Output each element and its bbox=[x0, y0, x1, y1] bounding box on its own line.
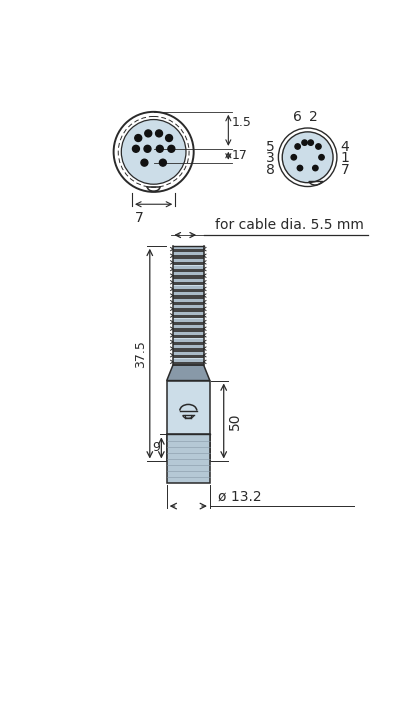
Bar bbox=[173, 302, 204, 305]
Bar bbox=[173, 325, 204, 328]
Circle shape bbox=[295, 144, 300, 149]
Circle shape bbox=[160, 159, 166, 166]
Bar bbox=[173, 319, 204, 322]
Text: 37.5: 37.5 bbox=[134, 340, 147, 367]
Text: ø 13.2: ø 13.2 bbox=[218, 490, 261, 504]
Circle shape bbox=[145, 130, 152, 137]
Bar bbox=[173, 289, 204, 292]
Text: 4: 4 bbox=[341, 140, 349, 154]
Bar bbox=[173, 295, 204, 299]
Bar bbox=[173, 252, 204, 255]
Circle shape bbox=[291, 155, 297, 160]
Bar bbox=[173, 275, 204, 278]
Text: 6: 6 bbox=[294, 110, 302, 124]
Circle shape bbox=[312, 165, 318, 171]
Circle shape bbox=[165, 135, 173, 142]
Bar bbox=[173, 348, 204, 352]
Bar bbox=[173, 292, 204, 295]
Bar bbox=[173, 358, 204, 362]
Text: 1.5: 1.5 bbox=[231, 116, 251, 129]
Bar bbox=[173, 315, 204, 318]
Bar bbox=[173, 273, 204, 275]
Bar bbox=[173, 266, 204, 268]
Circle shape bbox=[144, 145, 151, 152]
Text: 7: 7 bbox=[341, 163, 349, 177]
Circle shape bbox=[168, 145, 175, 152]
Circle shape bbox=[156, 145, 163, 152]
Polygon shape bbox=[167, 365, 210, 381]
Circle shape bbox=[121, 120, 186, 184]
Circle shape bbox=[135, 135, 142, 142]
Bar bbox=[173, 328, 204, 332]
Bar bbox=[173, 306, 204, 308]
Bar bbox=[173, 282, 204, 285]
Circle shape bbox=[316, 144, 321, 149]
Text: for cable dia. 5.5 mm: for cable dia. 5.5 mm bbox=[215, 218, 364, 232]
Bar bbox=[173, 308, 204, 312]
Bar bbox=[173, 312, 204, 315]
Text: 9: 9 bbox=[153, 442, 160, 454]
Circle shape bbox=[308, 140, 313, 145]
Bar bbox=[173, 285, 204, 289]
Text: 17: 17 bbox=[231, 149, 247, 162]
Bar bbox=[173, 322, 204, 325]
Bar bbox=[173, 352, 204, 355]
Bar bbox=[173, 259, 204, 262]
Bar bbox=[173, 249, 204, 252]
Text: 5: 5 bbox=[266, 140, 275, 154]
Circle shape bbox=[282, 132, 333, 183]
Text: 3: 3 bbox=[266, 151, 275, 165]
Bar bbox=[173, 341, 204, 345]
Bar bbox=[173, 362, 204, 365]
Bar bbox=[173, 279, 204, 282]
Circle shape bbox=[141, 159, 148, 166]
Bar bbox=[173, 355, 204, 358]
Text: 50: 50 bbox=[228, 412, 241, 430]
Circle shape bbox=[302, 140, 307, 145]
Text: 7: 7 bbox=[134, 211, 143, 225]
Bar bbox=[173, 339, 204, 341]
Text: 8: 8 bbox=[266, 163, 275, 177]
Bar bbox=[173, 335, 204, 339]
Circle shape bbox=[297, 165, 303, 171]
Circle shape bbox=[319, 155, 324, 160]
Bar bbox=[173, 346, 204, 348]
Bar bbox=[173, 255, 204, 259]
Bar bbox=[173, 246, 204, 249]
Circle shape bbox=[132, 145, 139, 152]
Bar bbox=[173, 268, 204, 272]
Circle shape bbox=[155, 130, 163, 137]
Bar bbox=[173, 246, 204, 365]
Bar bbox=[167, 435, 210, 483]
Bar bbox=[173, 262, 204, 266]
Text: 1: 1 bbox=[341, 151, 349, 165]
Text: 2: 2 bbox=[309, 110, 318, 124]
Bar bbox=[173, 332, 204, 335]
Bar bbox=[167, 381, 210, 461]
Bar bbox=[173, 299, 204, 302]
